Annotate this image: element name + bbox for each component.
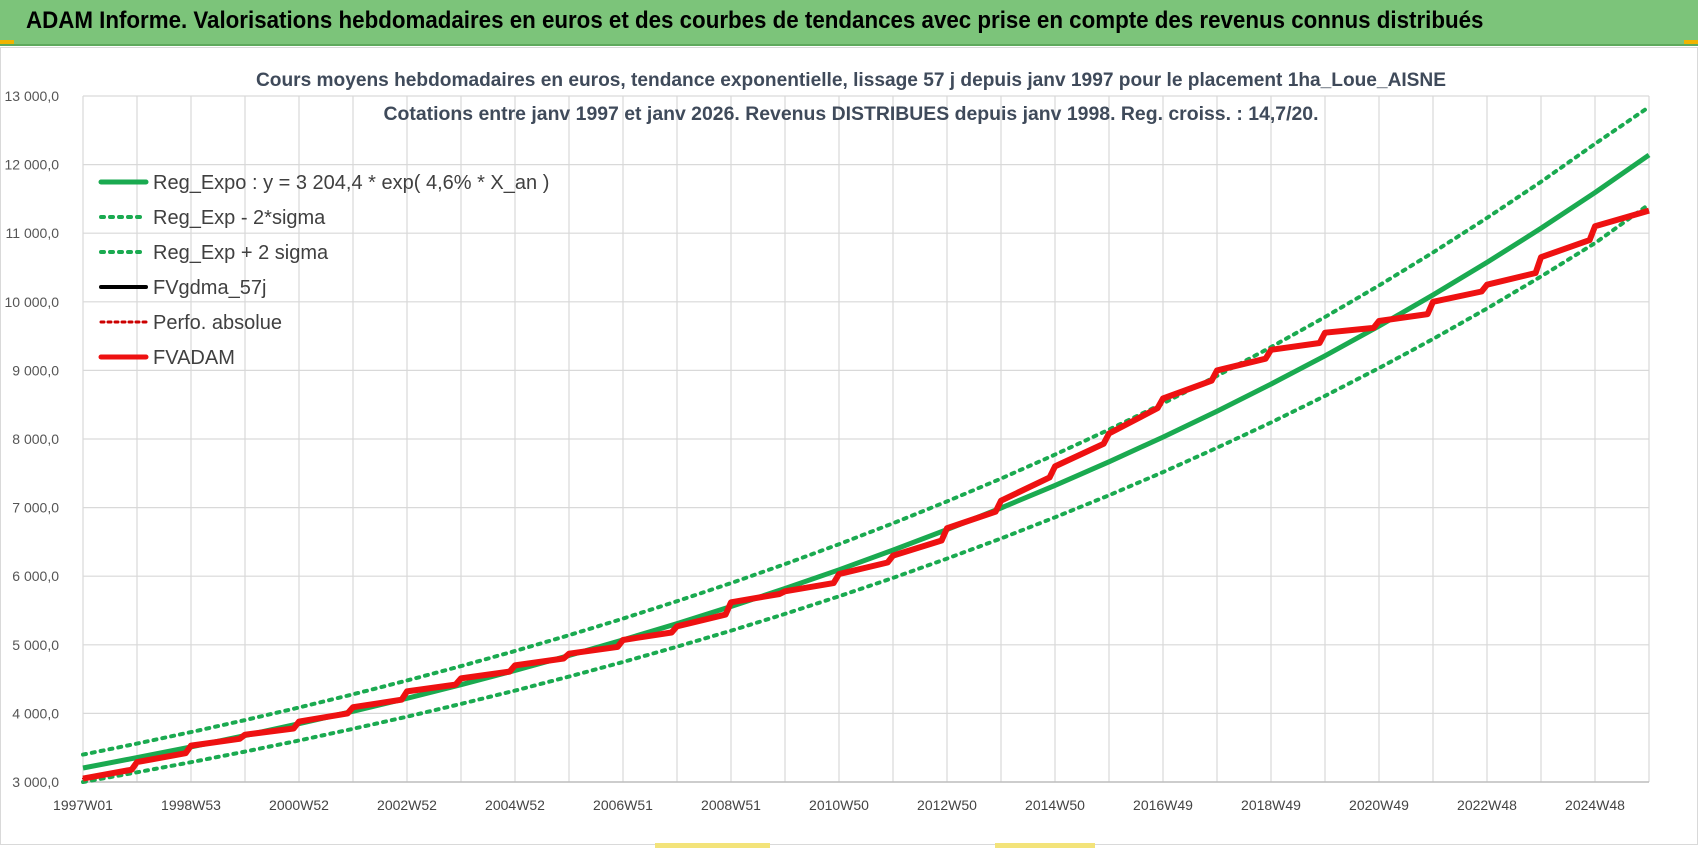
y-tick-label: 9 000,0 [12,362,59,378]
x-tick-label: 2024W48 [1565,797,1625,813]
x-tick-label: 2008W51 [701,797,761,813]
x-tick-label: 2014W50 [1025,797,1085,813]
header-bar: ADAM Informe. Valorisations hebdomadaire… [0,0,1698,46]
y-tick-label: 13 000,0 [5,88,60,104]
y-tick-label: 4 000,0 [12,705,59,721]
y-tick-label: 5 000,0 [12,637,59,653]
x-tick-label: 2012W50 [917,797,977,813]
corner-mark-right [1684,40,1698,44]
chart-frame: 3 000,0 4 000,0 5 000,0 6 000,0 7 000,0 8 000… [0,47,1698,845]
page-title: ADAM Informe. Valorisations hebdomadaire… [26,7,1484,34]
x-tick-label: 2010W50 [809,797,869,813]
x-tick-label: 2004W52 [485,797,545,813]
bottom-strip [655,843,770,848]
x-tick-label: 1998W53 [161,797,221,813]
chart-subtitle: Cotations entre janv 1997 et janv 2026. … [384,104,1319,125]
x-tick-label: 2006W51 [593,797,653,813]
corner-mark-left [0,40,14,44]
x-tick-label: 2018W49 [1241,797,1301,813]
series-line-fvadam [82,207,1650,782]
series-line-reg-exp-2-sigma [81,105,1651,757]
series-line-reg-exp-2-sigma [81,202,1651,784]
chart: 3 000,0 4 000,0 5 000,0 6 000,0 7 000,0 8 000… [5,70,1651,813]
x-tick-label: 2002W52 [377,797,437,813]
chart-title: Cours moyens hebdomadaires en euros, ten… [256,70,1446,91]
y-tick-label: 11 000,0 [6,225,60,241]
bottom-strip [995,843,1095,848]
x-tick-label: 2016W49 [1133,797,1193,813]
series-line-fvgdma-57j [82,209,1650,780]
x-tick-label: 1997W01 [53,797,113,813]
legend-label: Reg_Exp + 2 sigma [153,242,329,264]
series-line-perfo-absolue [82,209,1650,780]
y-tick-label: 8 000,0 [12,431,59,447]
y-tick-label: 10 000,0 [5,294,60,310]
x-tick-label: 2020W49 [1349,797,1409,813]
y-tick-label: 3 000,0 [12,774,59,790]
legend-label: FVADAM [153,347,235,369]
legend-label: Perfo. absolue [153,312,282,334]
legend-label: Reg_Exp - 2*sigma [153,207,326,229]
y-tick-label: 6 000,0 [12,568,59,584]
x-tick-label: 2000W52 [269,797,329,813]
x-tick-label: 2022W48 [1457,797,1517,813]
legend-label: FVgdma_57j [153,277,266,299]
legend-label: Reg_Expo : y = 3 204,4 * exp( 4,6% * X_a… [153,172,549,194]
y-tick-label: 12 000,0 [5,157,60,173]
y-tick-label: 7 000,0 [12,500,59,516]
